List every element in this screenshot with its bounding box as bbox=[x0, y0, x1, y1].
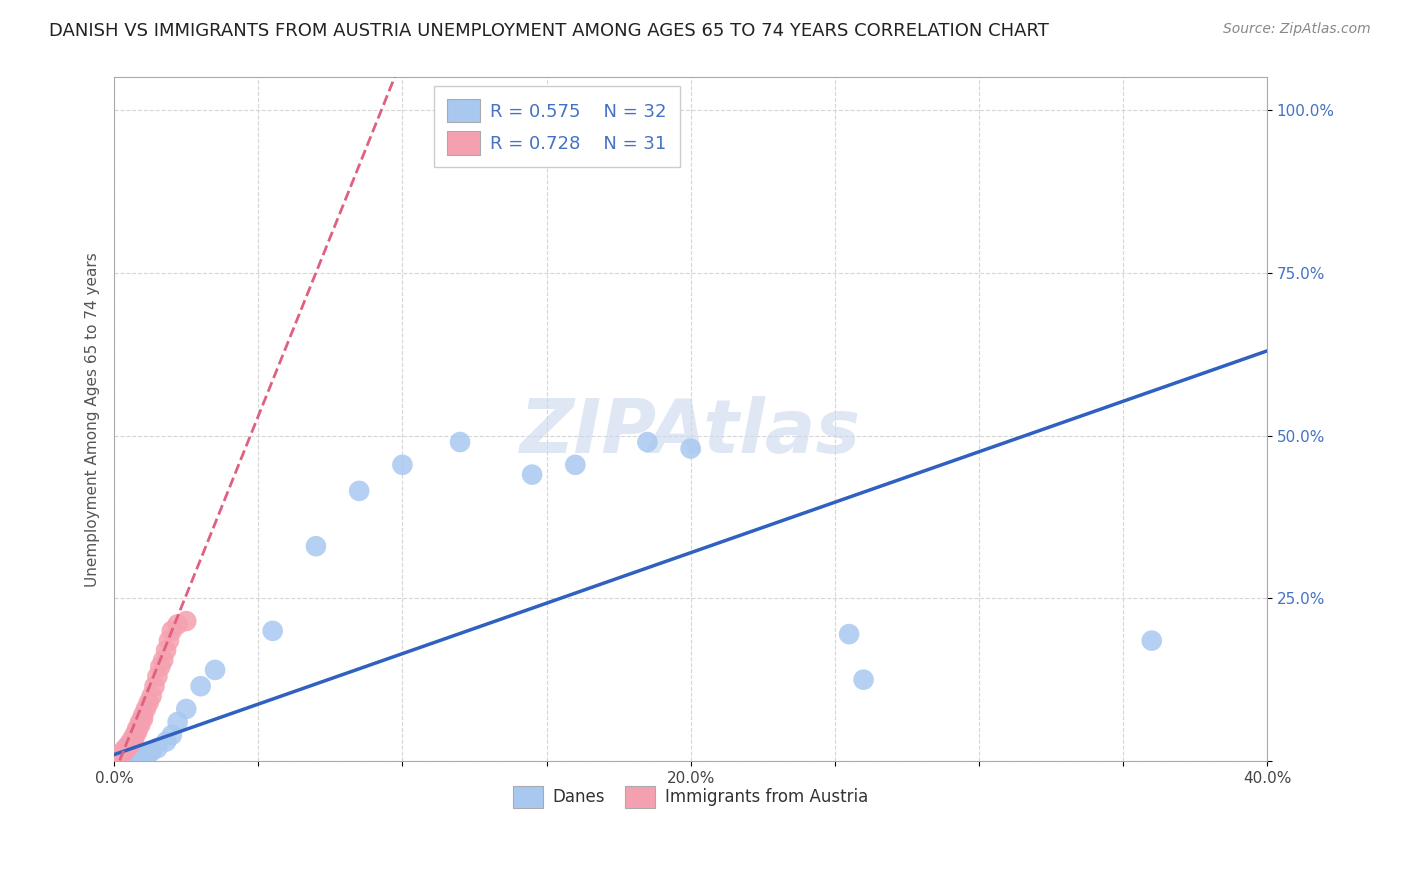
Point bbox=[160, 624, 183, 638]
Point bbox=[174, 702, 197, 716]
Point bbox=[1140, 633, 1163, 648]
Point bbox=[152, 653, 174, 667]
Point bbox=[124, 747, 146, 762]
Point bbox=[105, 751, 128, 765]
Point bbox=[679, 442, 702, 456]
Point bbox=[121, 746, 143, 760]
Point bbox=[166, 714, 188, 729]
Point bbox=[114, 741, 136, 756]
Point bbox=[111, 746, 134, 760]
Point bbox=[129, 714, 152, 729]
Point bbox=[155, 643, 177, 657]
Point bbox=[155, 734, 177, 748]
Point bbox=[520, 467, 543, 482]
Point bbox=[121, 736, 143, 750]
Y-axis label: Unemployment Among Ages 65 to 74 years: Unemployment Among Ages 65 to 74 years bbox=[86, 252, 100, 587]
Point bbox=[262, 624, 284, 638]
Point bbox=[117, 739, 139, 754]
Point bbox=[190, 679, 212, 693]
Point bbox=[160, 728, 183, 742]
Point bbox=[174, 614, 197, 628]
Point bbox=[132, 746, 155, 760]
Point bbox=[204, 663, 226, 677]
Point bbox=[166, 617, 188, 632]
Point bbox=[838, 627, 860, 641]
Point bbox=[305, 539, 328, 553]
Point bbox=[114, 742, 136, 756]
Point bbox=[132, 712, 155, 726]
Point bbox=[127, 724, 149, 739]
Point bbox=[108, 748, 131, 763]
Point bbox=[105, 751, 128, 765]
Point bbox=[564, 458, 586, 472]
Point bbox=[157, 633, 180, 648]
Point bbox=[129, 718, 152, 732]
Point bbox=[124, 728, 146, 742]
Point bbox=[135, 747, 157, 762]
Point bbox=[129, 747, 152, 762]
Point bbox=[111, 747, 134, 762]
Point bbox=[127, 746, 149, 760]
Point bbox=[391, 458, 413, 472]
Point bbox=[117, 747, 139, 762]
Point bbox=[141, 689, 163, 703]
Point bbox=[127, 722, 149, 736]
Point bbox=[146, 669, 169, 683]
Point bbox=[108, 747, 131, 762]
Text: DANISH VS IMMIGRANTS FROM AUSTRIA UNEMPLOYMENT AMONG AGES 65 TO 74 YEARS CORRELA: DANISH VS IMMIGRANTS FROM AUSTRIA UNEMPL… bbox=[49, 22, 1049, 40]
Point bbox=[138, 696, 160, 710]
Point bbox=[121, 733, 143, 747]
Point bbox=[108, 748, 131, 763]
Point bbox=[135, 702, 157, 716]
Point bbox=[143, 679, 166, 693]
Point bbox=[347, 483, 370, 498]
Point bbox=[146, 741, 169, 756]
Point bbox=[132, 708, 155, 723]
Point bbox=[141, 744, 163, 758]
Point bbox=[117, 738, 139, 752]
Point bbox=[138, 746, 160, 760]
Point bbox=[449, 435, 471, 450]
Text: Source: ZipAtlas.com: Source: ZipAtlas.com bbox=[1223, 22, 1371, 37]
Point bbox=[636, 435, 658, 450]
Point bbox=[114, 746, 136, 760]
Point bbox=[149, 659, 172, 673]
Point bbox=[124, 731, 146, 746]
Point bbox=[111, 744, 134, 758]
Point bbox=[852, 673, 875, 687]
Text: ZIPAtlas: ZIPAtlas bbox=[520, 396, 862, 469]
Legend: Danes, Immigrants from Austria: Danes, Immigrants from Austria bbox=[506, 780, 875, 814]
